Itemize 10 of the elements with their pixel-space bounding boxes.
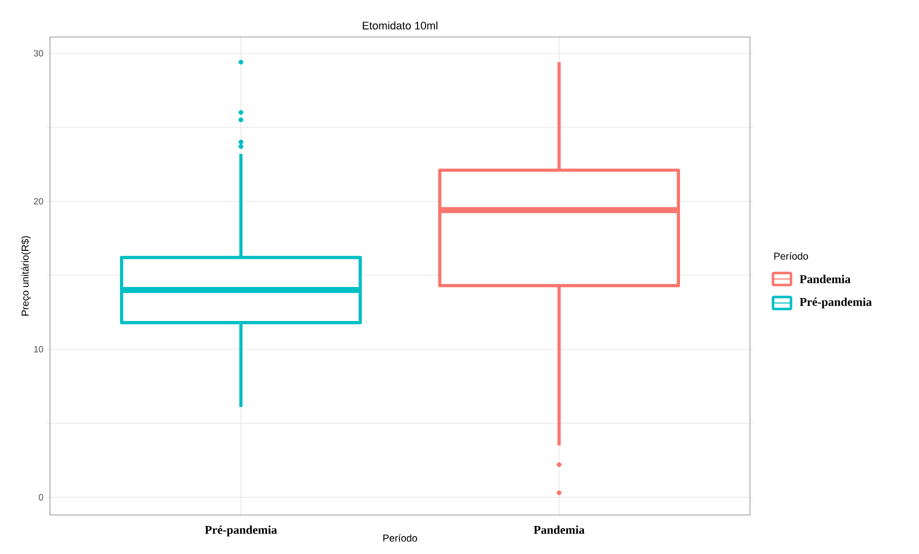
legend-label: Pré-pandemia	[800, 298, 872, 308]
y-tick-label: 10	[34, 346, 44, 352]
chart-title: Etomidato 10ml	[362, 21, 438, 30]
y-tick-label: 20	[34, 198, 44, 204]
x-axis-title: Período	[383, 534, 418, 542]
legend-label: Pandemia	[800, 274, 850, 284]
y-axis-title: Preço unitário(R$)	[21, 236, 31, 316]
y-tick-label: 0	[38, 494, 44, 500]
y-tick-label: 30	[34, 50, 44, 56]
legend-title: Período	[774, 252, 808, 260]
